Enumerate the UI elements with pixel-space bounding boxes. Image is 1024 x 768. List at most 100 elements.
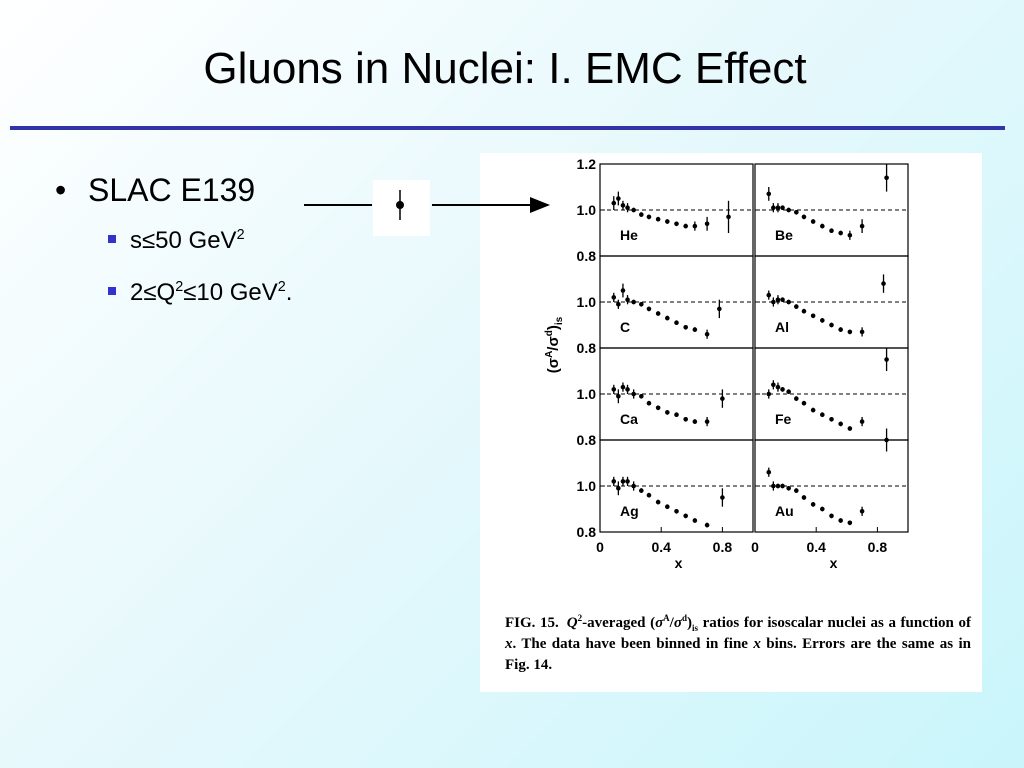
data-point [625, 387, 630, 392]
data-point [639, 212, 644, 217]
text-segment: FIG. 15. [505, 615, 559, 631]
bullet-text: SLAC E139 [88, 172, 256, 208]
data-point [775, 384, 781, 390]
text-segment: 2 [577, 613, 583, 623]
title-rule [10, 126, 1005, 130]
data-point [810, 219, 816, 224]
sub-bullet-text: 2≤Q2≤10 GeV2. [130, 279, 292, 306]
x-axis-label: x [675, 555, 683, 571]
data-point [692, 518, 698, 523]
data-point [631, 483, 636, 489]
panel-label: Al [775, 319, 789, 335]
text-segment: 2 [277, 279, 286, 295]
text-segment: x [505, 636, 513, 652]
data-point [820, 506, 825, 512]
data-point [847, 329, 853, 335]
y-tick-label: 0.8 [577, 248, 597, 264]
data-point [838, 327, 843, 332]
data-point [810, 313, 816, 319]
text-segment: ) [686, 615, 692, 631]
text-segment: /σ [545, 336, 562, 350]
data-point [794, 304, 799, 309]
data-point [674, 320, 679, 326]
data-point [616, 394, 621, 399]
data-point [884, 175, 889, 181]
data-point [625, 479, 630, 484]
data-point [884, 437, 889, 443]
data-point [801, 308, 807, 314]
data-point [620, 384, 626, 390]
data-point [847, 520, 853, 526]
data-point [683, 223, 688, 229]
data-point [611, 387, 617, 392]
x-tick-label: 0.8 [713, 539, 733, 555]
data-point [611, 479, 617, 484]
panel-label: Ag [620, 503, 639, 519]
data-point [801, 400, 807, 406]
data-point [639, 302, 644, 307]
x-tick-label: 0.8 [868, 539, 888, 555]
y-axis-label: (σA/σd)is [544, 316, 565, 373]
data-point [717, 306, 722, 312]
y-tick-label: 1.2 [577, 156, 597, 172]
data-point [838, 518, 843, 523]
y-tick-label: 1.0 [577, 202, 597, 218]
data-point [646, 400, 652, 406]
data-point [674, 509, 679, 514]
data-point [775, 205, 781, 210]
data-point [704, 522, 710, 528]
data-point [665, 315, 670, 321]
data-point [766, 191, 772, 197]
data-point [820, 318, 825, 323]
data-point [611, 295, 617, 300]
data-point [780, 483, 785, 489]
data-point [786, 207, 791, 213]
text-segment: ) [545, 325, 562, 330]
data-point [655, 499, 661, 505]
data-point [655, 216, 661, 222]
text-segment: 2 [175, 279, 184, 295]
panel-label: C [620, 319, 630, 335]
text-segment: Q [566, 615, 578, 631]
data-point [646, 306, 652, 312]
data-point [620, 203, 626, 208]
text-segment: / [669, 615, 674, 631]
data-point [780, 297, 785, 303]
panel-label: Au [775, 503, 794, 519]
data-point [631, 391, 636, 397]
text-segment: . The data have been binned in fine [512, 636, 754, 652]
data-point [771, 483, 776, 489]
data-point [794, 396, 799, 401]
data-point [631, 299, 636, 305]
data-point [884, 357, 889, 362]
panel-label: Ca [620, 411, 638, 427]
data-point [771, 299, 776, 305]
data-point [655, 405, 661, 411]
data-point [775, 483, 781, 489]
sub-bullet: 2≤Q2≤10 GeV2. [108, 279, 292, 307]
data-point [794, 488, 799, 493]
data-point [625, 205, 630, 210]
panel-label: Fe [775, 411, 792, 427]
text-segment: 2 [236, 227, 245, 243]
text-segment: A [544, 351, 555, 358]
data-point [616, 302, 621, 307]
data-point [692, 327, 698, 332]
panel-label: Be [775, 227, 793, 243]
data-point [720, 495, 725, 500]
data-point [766, 391, 772, 397]
figure [480, 153, 982, 692]
data-point [766, 292, 772, 298]
data-point [881, 281, 886, 286]
data-point [766, 469, 772, 475]
data-point [665, 410, 670, 415]
data-point [780, 387, 785, 392]
data-point [625, 297, 630, 303]
data-point [639, 394, 644, 399]
text-segment: A [663, 613, 670, 623]
text-segment: ≤10 GeV [183, 279, 278, 306]
x-tick-label: 0.4 [651, 539, 671, 555]
text-segment: d [544, 330, 555, 336]
data-point [859, 509, 865, 514]
